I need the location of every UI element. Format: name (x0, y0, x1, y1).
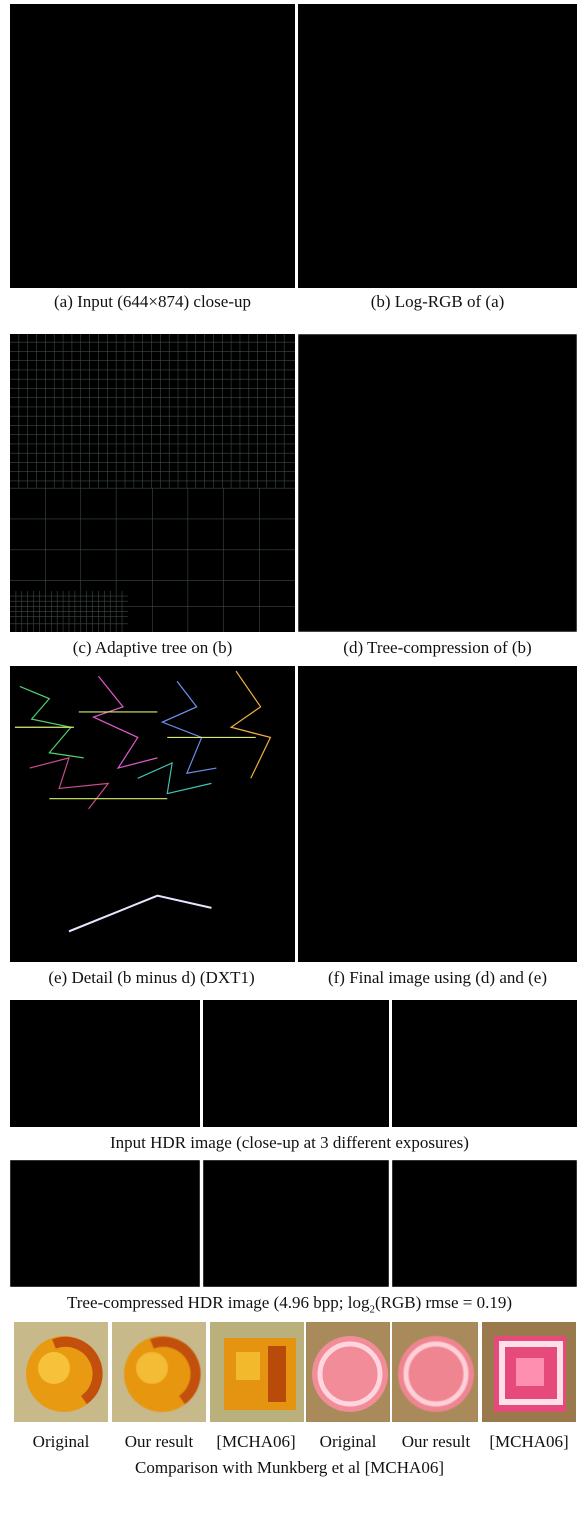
caption-tree-hdr-prefix: Tree-compressed HDR image (4.96 bpp; log (66, 1293, 370, 1312)
caption-e: (e) Detail (b minus d) (DXT1) (48, 968, 255, 987)
comparison-label-2: Our result (124, 1432, 194, 1451)
caption-f: (f) Final image using (d) and (e) (327, 968, 548, 987)
caption-tree-hdr: Tree-compressed HDR image (4.96 bpp; log… (0, 1293, 579, 1319)
caption-tree-hdr-suffix: (RGB) rmse = 0.19) (374, 1293, 513, 1312)
comparison-label-5: Our result (401, 1432, 471, 1451)
panel-d-tree-compression (298, 334, 577, 632)
tile-our-result-orange (112, 1322, 206, 1422)
comparison-strip (0, 1322, 579, 1422)
panel-a-input (10, 4, 295, 288)
comparison-label-6: [MCHA06] (489, 1432, 569, 1451)
panel-c-adaptive-tree (10, 334, 295, 632)
comparison-label-1: Original (32, 1432, 90, 1451)
panel-b-log-rgb (298, 4, 577, 288)
tile-original-orange (14, 1322, 108, 1422)
tile-mcha06-orange (210, 1322, 304, 1422)
comparison-label-4: Original (319, 1432, 377, 1451)
hdr-tree-exposure-bright (392, 1160, 577, 1287)
hdr-input-exposure-bright (392, 1000, 577, 1127)
caption-c: (c) Adaptive tree on (b) (72, 638, 233, 657)
panel-e-detail (10, 666, 295, 962)
caption-input-hdr: Input HDR image (close-up at 3 different… (110, 1133, 469, 1152)
comparison-label-3: [MCHA06] (216, 1432, 296, 1451)
panel-f-final (298, 666, 577, 962)
hdr-tree-exposure-dark (10, 1160, 200, 1287)
tile-mcha06-pink (482, 1322, 576, 1422)
caption-b: (b) Log-RGB of (a) (370, 292, 505, 311)
detail-noise-strokes (14, 670, 272, 933)
caption-tree-hdr-subscript: 2 (369, 1303, 375, 1316)
tile-original-pink (306, 1322, 390, 1422)
hdr-tree-exposure-mid (203, 1160, 389, 1287)
caption-comparison: Comparison with Munkberg et al [MCHA06] (135, 1458, 444, 1477)
hdr-input-exposure-dark (10, 1000, 200, 1127)
caption-d: (d) Tree-compression of (b) (343, 638, 532, 657)
tile-our-result-pink (392, 1322, 478, 1422)
hdr-input-exposure-mid (203, 1000, 389, 1127)
caption-a: (a) Input (644×874) close-up (53, 292, 251, 311)
quadtree-grid-overlay (10, 334, 295, 632)
